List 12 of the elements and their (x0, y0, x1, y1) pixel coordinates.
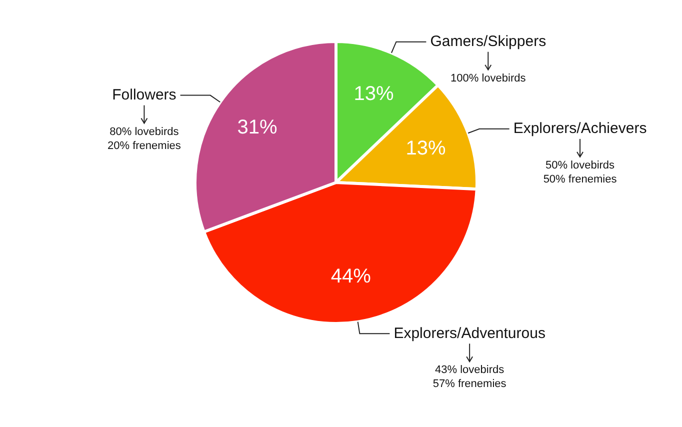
data-label: 13% (354, 82, 394, 105)
slice-label: Explorers/Achievers (513, 120, 647, 138)
data-label: 44% (330, 266, 372, 288)
data-label: 13% (406, 137, 446, 160)
data-label: 31% (237, 116, 278, 138)
text: 80% lovebirds 20% frenemies (108, 126, 182, 152)
slice-label: Explorers/Adventurous (394, 324, 546, 342)
text: 50% lovebirds 50% frenemies (543, 159, 618, 186)
text: 43% lovebirds 57% frenemies (432, 364, 507, 390)
text: 100% lovebirds (450, 72, 526, 84)
slice-label: Followers (112, 86, 176, 104)
slice-label: Gamers/Skippers (430, 32, 546, 50)
